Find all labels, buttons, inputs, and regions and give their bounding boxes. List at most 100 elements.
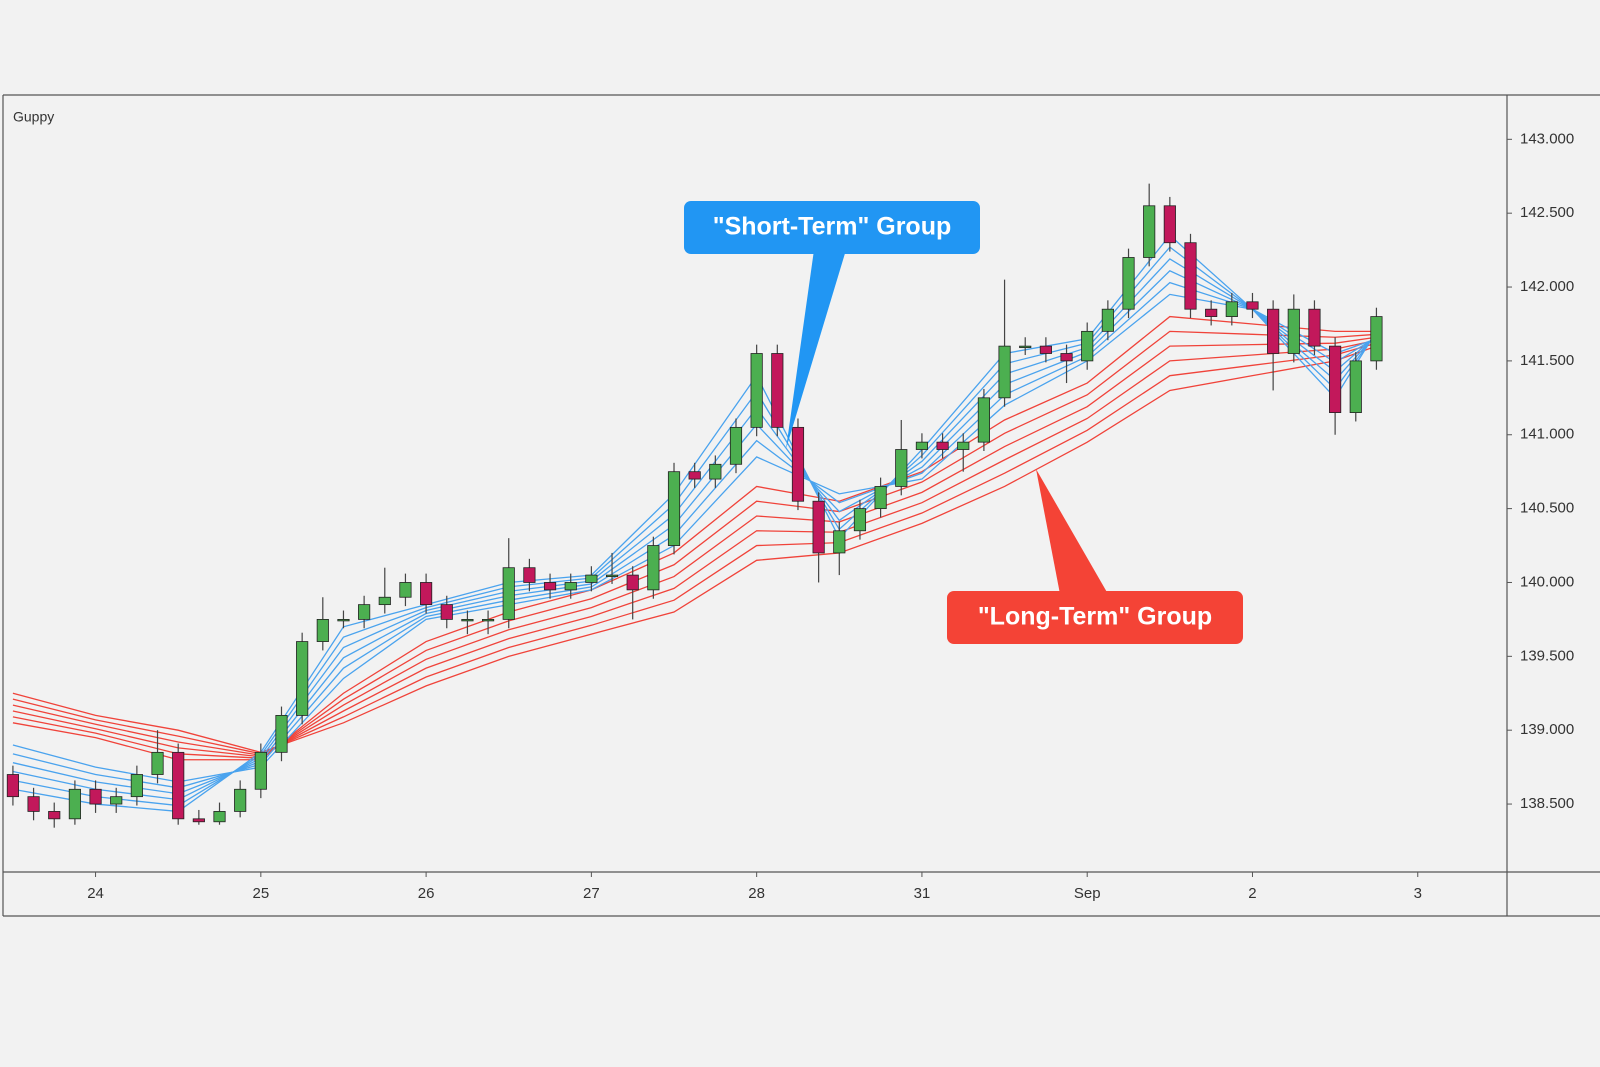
candle-body <box>1163 205 1176 244</box>
candle-body <box>275 715 288 753</box>
candle-body <box>254 751 267 790</box>
x-tick-label: 3 <box>1414 885 1422 902</box>
candle-body <box>6 774 19 798</box>
candle-body <box>626 574 639 591</box>
y-tick-label: 140.500 <box>1520 500 1574 517</box>
y-tick-label: 143.000 <box>1520 130 1574 147</box>
candle-body <box>977 397 990 443</box>
candle-body <box>1122 257 1135 310</box>
candle-body <box>1225 301 1238 317</box>
candle-body <box>358 604 371 620</box>
candle-body <box>523 567 536 583</box>
y-tick-label: 142.500 <box>1520 204 1574 221</box>
callout-box <box>947 591 1243 644</box>
ma-line <box>12 330 1377 759</box>
long-term-callout: "Long-Term" Group <box>947 469 1243 644</box>
x-tick-label: 31 <box>914 885 931 902</box>
candle-body <box>1143 205 1156 258</box>
x-tick-label: 24 <box>87 885 104 902</box>
candle-body <box>316 619 329 642</box>
ma-line <box>12 234 1377 813</box>
candle-body <box>688 471 701 480</box>
candle-body <box>1081 330 1094 362</box>
candle-body <box>1039 345 1052 354</box>
y-tick-label: 139.500 <box>1520 647 1574 664</box>
chart-title: Guppy <box>13 109 54 125</box>
x-tick-label: 2 <box>1248 885 1256 902</box>
candle-body <box>89 788 102 805</box>
candle-body <box>1308 308 1321 347</box>
candle-body <box>709 463 722 480</box>
candle-body <box>1287 308 1300 354</box>
x-tick-label: 25 <box>252 885 269 902</box>
candle-body <box>564 582 577 591</box>
candle-body <box>440 604 453 620</box>
y-tick-label: 139.000 <box>1520 721 1574 738</box>
x-tick-label: 28 <box>748 885 765 902</box>
candle-body <box>874 486 887 510</box>
candle-body <box>213 811 226 823</box>
y-tick-label: 141.500 <box>1520 352 1574 369</box>
candle-body <box>420 582 433 606</box>
candle-body <box>833 530 846 554</box>
ma-line <box>12 345 1377 754</box>
y-tick-label: 138.500 <box>1520 795 1574 812</box>
short-term-callout: "Short-Term" Group <box>684 201 980 449</box>
candle-body <box>1246 301 1259 310</box>
candle-body <box>172 751 185 820</box>
x-tick-label: 27 <box>583 885 600 902</box>
candle-body <box>812 500 825 554</box>
candle-body <box>585 574 598 583</box>
candle-body <box>1329 345 1342 413</box>
candle-body <box>750 353 763 428</box>
y-tick-label: 141.000 <box>1520 426 1574 443</box>
candle-body <box>957 441 970 450</box>
candle-body <box>192 818 205 823</box>
candle-body <box>1060 353 1073 362</box>
axes: 138.500 139.000 139.500 140.000 140.500 141.0… <box>87 130 1574 902</box>
candle-body <box>481 619 495 622</box>
y-tick-label: 140.000 <box>1520 573 1574 590</box>
candle-body <box>68 788 81 820</box>
ma-line <box>12 339 1377 756</box>
candle-body <box>1370 316 1383 362</box>
candle-body <box>771 353 784 428</box>
candle-body <box>998 345 1011 399</box>
candle-body <box>1205 308 1218 317</box>
callout-box <box>684 201 980 254</box>
candle-body <box>27 796 40 812</box>
candle-body <box>915 441 929 450</box>
candle-body <box>234 788 247 812</box>
candle-body <box>729 426 743 465</box>
candle-body <box>461 619 474 622</box>
candle-body <box>337 619 350 622</box>
callout-pointer <box>786 250 846 449</box>
ma-line <box>12 336 1377 758</box>
candle-body <box>1267 308 1280 354</box>
candle-body <box>605 574 619 577</box>
x-tick-label: 26 <box>418 885 435 902</box>
ma-line <box>12 246 1377 807</box>
candle-body <box>502 567 515 620</box>
candle-body <box>647 545 660 591</box>
candle-body <box>1101 308 1114 332</box>
candle-body <box>1019 345 1032 349</box>
candle-body <box>853 508 867 532</box>
candle-body <box>399 582 412 598</box>
candle-body <box>895 449 908 487</box>
candle-body <box>110 796 123 805</box>
candles <box>6 183 1383 828</box>
ma-line <box>12 293 1377 783</box>
candle-body <box>1184 242 1197 310</box>
callout-label: "Long-Term" Group <box>978 603 1212 631</box>
callout-pointer <box>1036 469 1108 594</box>
callout-label: "Short-Term" Group <box>713 213 952 241</box>
candle-body <box>1349 360 1362 413</box>
candle-body <box>791 426 805 502</box>
candle-body <box>151 751 164 775</box>
candle-body <box>378 596 391 606</box>
candle-body <box>48 811 61 820</box>
ma-line <box>12 315 1377 761</box>
